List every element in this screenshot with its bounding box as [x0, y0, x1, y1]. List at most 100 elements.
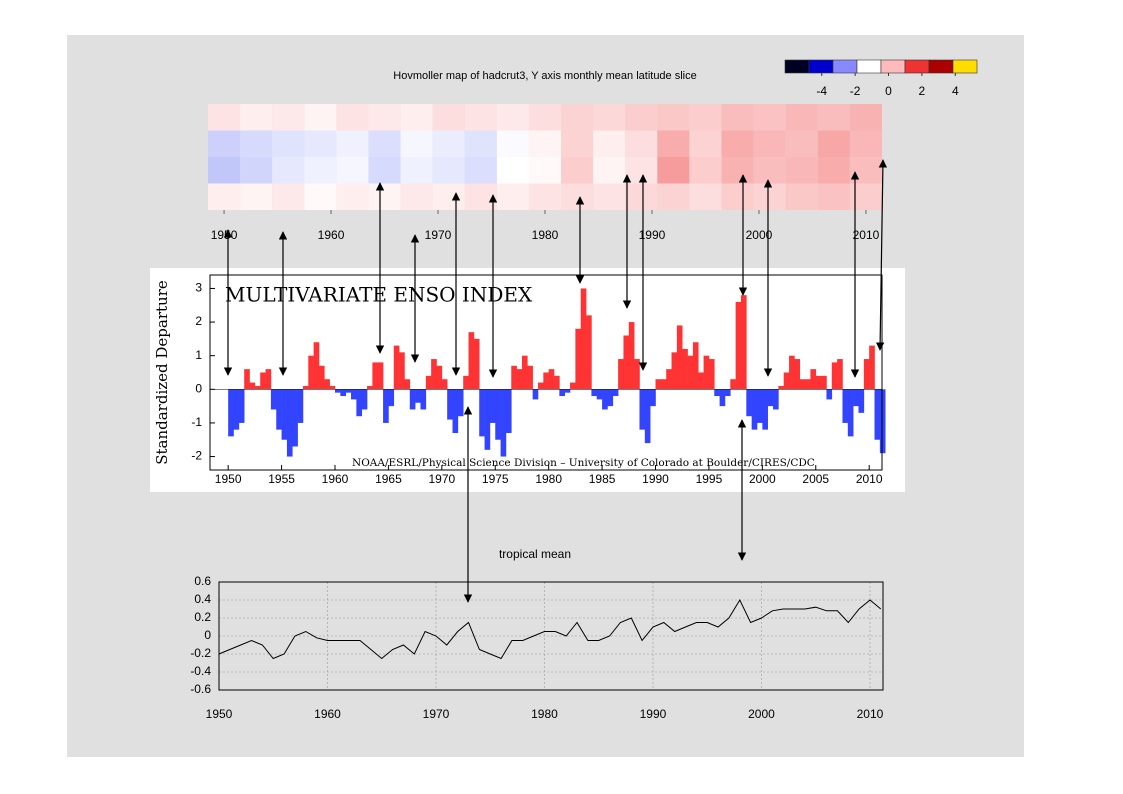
enso-bar: [302, 385, 309, 390]
y-tick-label: 0.6: [194, 574, 211, 588]
enso-bar: [826, 389, 833, 400]
enso-bar: [527, 365, 533, 390]
heat-cell: [721, 130, 754, 157]
enso-bar: [441, 379, 448, 390]
x-tick-label: 2010: [857, 707, 884, 721]
enso-bar: [554, 375, 560, 390]
heat-cell: [593, 130, 626, 157]
enso-bar: [634, 359, 640, 390]
enso-bar: [874, 389, 881, 440]
heat-cell: [368, 104, 401, 131]
heat-cell: [304, 157, 337, 184]
heat-cell: [689, 183, 722, 210]
enso-bar: [810, 369, 817, 390]
x-tick-label: 1950: [211, 228, 238, 242]
heat-cell: [432, 157, 465, 184]
heat-cell: [208, 157, 241, 184]
enso-bar: [334, 389, 341, 393]
heat-cell: [849, 104, 882, 131]
enso-bar: [660, 379, 667, 390]
enso-bar: [249, 382, 256, 390]
enso-bar: [254, 385, 261, 390]
enso-bar: [329, 385, 336, 390]
enso-bar: [623, 335, 630, 390]
enso-bar: [676, 325, 683, 390]
heat-cell: [496, 183, 529, 210]
heat-cell: [817, 157, 850, 184]
enso-bar: [650, 389, 656, 407]
enso-bar: [639, 389, 646, 430]
enso-bar: [270, 389, 277, 410]
y-tick-label: -1: [191, 415, 202, 429]
heat-cell: [593, 104, 626, 131]
enso-bar: [628, 322, 635, 390]
enso-bar: [521, 355, 528, 390]
enso-bar: [575, 328, 582, 390]
enso-bar: [318, 365, 325, 390]
y-axis-label: Standardized Departure: [153, 280, 171, 465]
enso-bar: [805, 379, 811, 390]
heat-cell: [304, 104, 337, 131]
enso-bar: [511, 365, 517, 390]
heat-cell: [561, 183, 594, 210]
enso-bar: [484, 389, 491, 450]
x-tick-label: 1960: [318, 228, 345, 242]
enso-bar: [345, 389, 352, 393]
heat-cell: [785, 130, 818, 157]
heat-cell: [528, 157, 562, 184]
enso-bar: [543, 372, 549, 390]
heat-cell: [368, 183, 401, 210]
heat-cell: [272, 130, 305, 157]
enso-bar: [516, 369, 523, 390]
enso-bar: [505, 389, 512, 434]
heat-cell: [753, 130, 786, 157]
heat-cell: [240, 130, 273, 157]
enso-bar: [783, 372, 790, 390]
enso-bar: [698, 372, 704, 390]
enso-bar: [308, 355, 314, 390]
x-tick-label: 2010: [856, 472, 883, 486]
plot-frame: [218, 581, 884, 691]
heat-cell: [625, 104, 658, 131]
enso-bar: [757, 389, 763, 423]
enso-bar: [863, 359, 870, 390]
colorbar-box: [784, 59, 810, 74]
x-tick-label: 1960: [322, 472, 349, 486]
enso-bar: [324, 379, 330, 390]
heat-cell: [208, 183, 241, 210]
enso-bar: [404, 379, 411, 390]
chart-title: MULTIVARIATE ENSO INDEX: [225, 283, 533, 307]
enso-bar: [853, 389, 859, 407]
heat-cell: [785, 104, 818, 131]
heat-cell: [304, 183, 337, 210]
heat-cell: [304, 130, 337, 157]
enso-bar: [260, 372, 266, 390]
heat-cell: [689, 104, 722, 131]
enso-bar: [548, 369, 555, 390]
enso-bar: [463, 375, 469, 390]
x-tick-label: 1980: [532, 228, 559, 242]
enso-bar: [618, 359, 624, 390]
enso-bar: [233, 389, 240, 430]
heat-cell: [336, 130, 369, 157]
enso-bar: [719, 389, 726, 407]
enso-bar: [596, 389, 603, 400]
enso-bar: [313, 342, 320, 390]
heat-cell: [528, 183, 562, 210]
colorbar-box: [832, 59, 858, 74]
x-tick-label: 1970: [425, 228, 452, 242]
x-tick-label: 1950: [206, 707, 233, 721]
enso-bar: [276, 389, 282, 430]
enso-bar: [537, 382, 544, 390]
heat-cell: [272, 183, 305, 210]
arrows: [223, 159, 888, 603]
heat-cell: [336, 157, 369, 184]
enso-bar: [644, 389, 651, 444]
enso-bar: [340, 389, 346, 397]
x-tick-label: 2005: [802, 472, 829, 486]
enso-bar: [586, 315, 592, 390]
enso-bar: [837, 359, 843, 390]
enso-bar: [687, 355, 694, 390]
heat-cell: [400, 130, 433, 157]
